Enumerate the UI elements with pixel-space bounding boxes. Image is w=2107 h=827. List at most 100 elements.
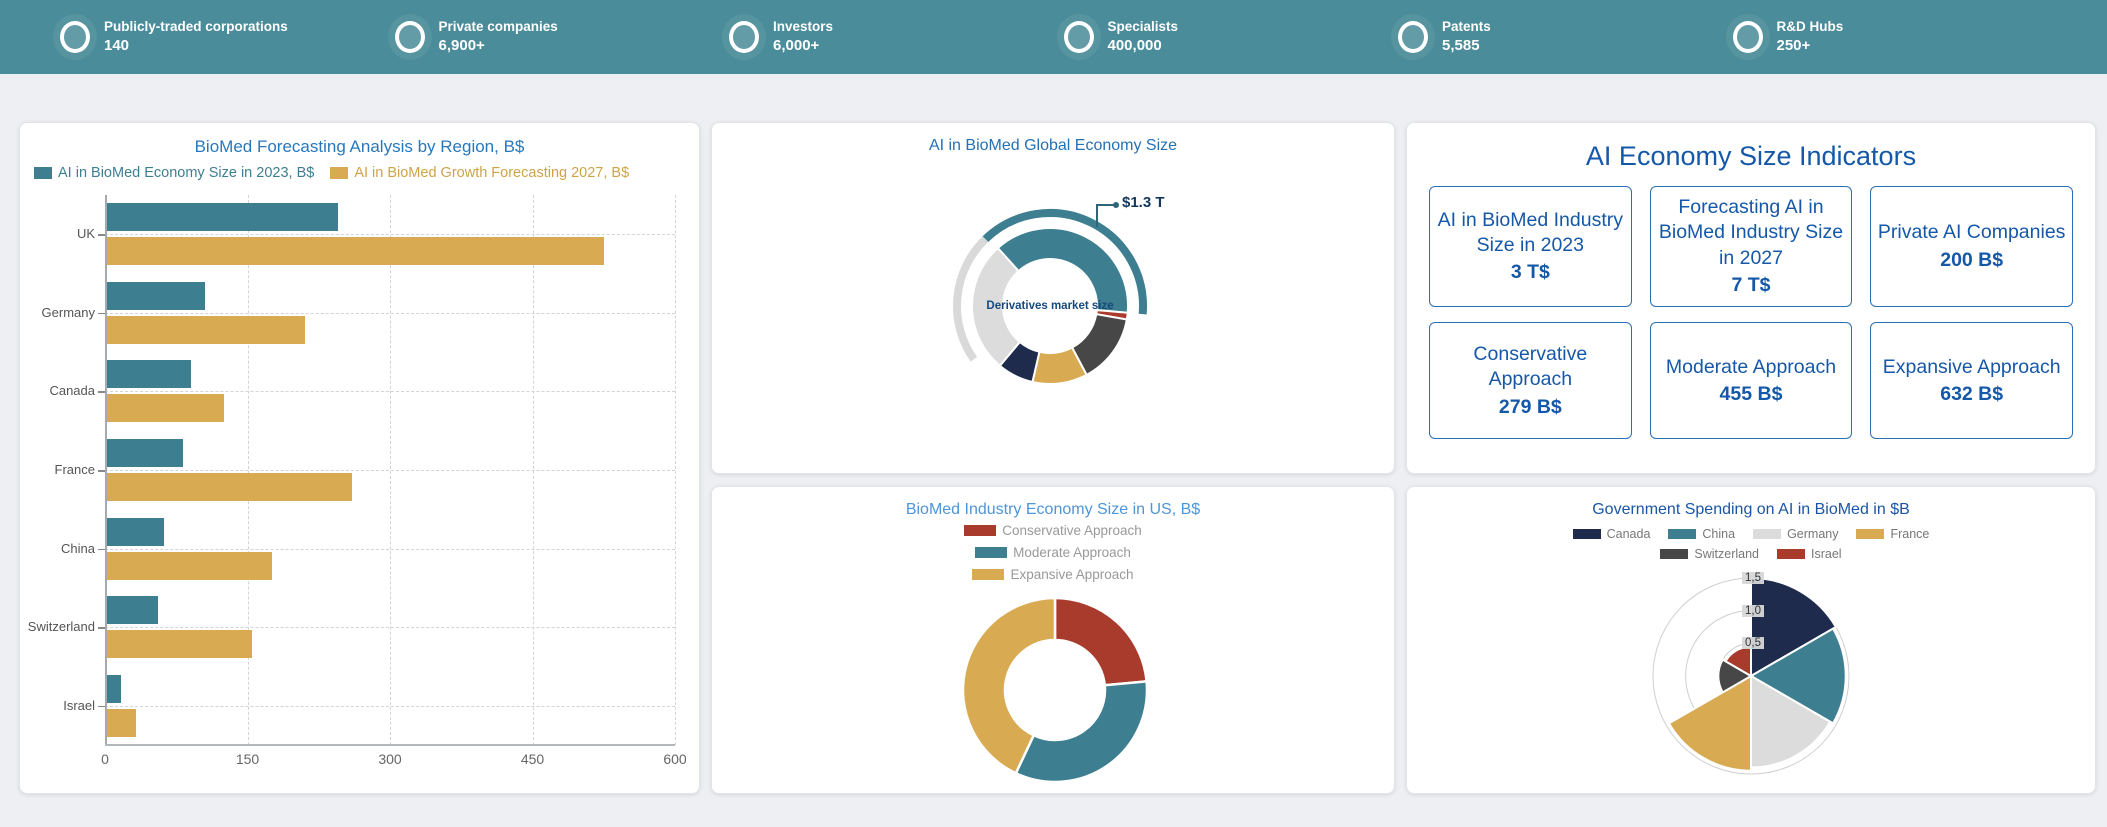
xtick: 300 — [378, 751, 402, 767]
hgrid — [105, 548, 675, 550]
hgrid — [105, 705, 675, 707]
legend-item-france[interactable]: France — [1856, 527, 1929, 541]
legend-swatch-germany — [1753, 529, 1782, 539]
indicators-grid: AI in BioMed Industry Size in 2023 3 T$ … — [1429, 186, 2073, 440]
hbar — [105, 315, 305, 344]
legend-swatch-canada — [1572, 529, 1601, 539]
hgrid — [105, 391, 675, 393]
stat-value: 400,000 — [1107, 36, 1162, 54]
xtick: 450 — [520, 751, 545, 767]
us-economy-donut-chart — [961, 596, 1149, 784]
hbar — [105, 596, 159, 625]
xtick: 150 — [235, 751, 260, 767]
radial-tick-1-5: 1,5 — [1742, 572, 1764, 584]
card-label: Forecasting AI in BioMed Industry Size i… — [1658, 196, 1844, 269]
hbar — [105, 281, 205, 310]
circle-icon — [1398, 21, 1428, 53]
circle-icon — [394, 21, 425, 53]
panel-us-economy: BioMed Industry Economy Size in US, B$ C… — [711, 486, 1395, 794]
hbar — [105, 394, 224, 423]
indicator-card-moderate: Moderate Approach 455 B$ — [1649, 322, 1853, 440]
legend-swatch-moderate — [975, 547, 1008, 558]
bar-chart-legend: AI in BioMed Economy Size in 2023, B$ AI… — [20, 157, 699, 181]
hbar — [105, 237, 604, 266]
stat-private-companies: Private companies 6,900+ — [394, 18, 730, 56]
indicator-card-private-ai: Private AI Companies 200 B$ — [1870, 186, 2073, 308]
hgrid — [105, 234, 675, 236]
legend-item-moderate[interactable]: Moderate Approach — [975, 545, 1131, 560]
circle-icon — [729, 21, 759, 53]
card-value: 3 T$ — [1510, 261, 1550, 284]
legend-item-canada[interactable]: Canada — [1572, 527, 1651, 541]
legend-label-china: China — [1702, 527, 1736, 541]
hgrid — [105, 627, 675, 629]
cat-dash — [98, 470, 105, 472]
panel-bar-chart: BioMed Forecasting Analysis by Region, B… — [19, 122, 700, 794]
legend-item-china[interactable]: China — [1668, 527, 1735, 541]
rose-legend-row-1: Canada China Germany France — [1572, 527, 1929, 541]
axis-x — [105, 744, 675, 746]
legend-item-switzerland[interactable]: Switzerland — [1660, 547, 1759, 561]
card-value: 200 B$ — [1940, 248, 2004, 271]
cat-dash — [98, 234, 105, 236]
hbar — [105, 473, 352, 501]
hbar — [105, 517, 164, 546]
legend-label-expansive: Expansive Approach — [1010, 567, 1134, 582]
cat: Switzerland — [27, 619, 95, 635]
hbar — [105, 360, 191, 389]
top-stats-bar: Publicly-traded corporations 140 Private… — [0, 0, 2107, 74]
cat: Israel — [63, 697, 95, 713]
circle-icon — [1063, 21, 1094, 53]
hbar — [105, 674, 122, 703]
stat-label: Specialists — [1107, 18, 1179, 34]
hgrid — [105, 312, 675, 314]
us-donut-title: BioMed Industry Economy Size in US, B$ — [905, 501, 1201, 518]
indicator-card-expansive: Expansive Approach 632 B$ — [1870, 322, 2073, 440]
circle-icon — [1732, 21, 1763, 53]
legend-item-germany[interactable]: Germany — [1753, 527, 1838, 541]
card-value: 279 B$ — [1498, 395, 1562, 418]
stat-value: 6,000+ — [773, 36, 820, 54]
legend-item-israel[interactable]: Israel — [1777, 547, 1842, 561]
legend-item-2023[interactable]: AI in BioMed Economy Size in 2023, B$ — [34, 165, 314, 181]
stat-specialists: Specialists 400,000 — [1063, 18, 1399, 56]
hbar — [105, 203, 338, 232]
global-donut-title: AI in BioMed Global Economy Size — [928, 137, 1178, 154]
card-label: Private AI Companies — [1877, 221, 2066, 244]
global-economy-donut-chart — [953, 202, 1147, 385]
legend-swatch-china — [1668, 529, 1697, 539]
rose-chart-title: Government Spending on AI in BioMed in $… — [1592, 501, 1910, 518]
card-value: 7 T$ — [1731, 274, 1771, 297]
us-donut-legend: Conservative Approach Moderate Approach … — [712, 523, 1394, 582]
indicators-title: AI Economy Size Indicators — [1585, 141, 1917, 171]
legend-label-canada: Canada — [1606, 527, 1651, 541]
hbar — [105, 439, 183, 467]
legend-item-conservative[interactable]: Conservative Approach — [964, 523, 1142, 538]
card-value: 455 B$ — [1719, 382, 1783, 405]
circle-icon — [60, 21, 90, 53]
radial-tick-0-5: 0,5 — [1742, 637, 1764, 650]
legend-label-2027: AI in BioMed Growth Forecasting 2027, B$ — [354, 165, 630, 181]
card-label: Expansive Approach — [1882, 355, 2061, 378]
stat-rd-hubs: R&D Hubs 250+ — [1732, 18, 2068, 56]
legend-swatch-switzerland — [1660, 549, 1689, 559]
legend-label-switzerland: Switzerland — [1694, 547, 1760, 561]
cat-dash — [98, 312, 105, 315]
rose-chart-legend: Canada China Germany France — [1407, 527, 2095, 561]
cat: China — [61, 540, 95, 556]
indicator-card-conservative: Conservative Approach 279 B$ — [1429, 322, 1632, 440]
hbar — [105, 551, 273, 580]
stat-label: Investors — [773, 18, 834, 34]
legend-item-2027[interactable]: AI in BioMed Growth Forecasting 2027, B$ — [330, 165, 629, 181]
xtick: 600 — [663, 751, 687, 767]
rose-legend-row-2: Switzerland Israel — [1660, 547, 1842, 561]
dashboard-grid: BioMed Forecasting Analysis by Region, B… — [0, 74, 2107, 794]
cat: Germany — [41, 304, 95, 320]
gov-spending-rose-chart — [1652, 576, 1850, 775]
legend-label-moderate: Moderate Approach — [1013, 545, 1131, 560]
middle-column: AI in BioMed Global Economy Size $1.3 T … — [711, 122, 1395, 794]
donut-center-label: Derivatives market size — [986, 300, 1114, 312]
stat-label: R&D Hubs — [1776, 18, 1844, 34]
legend-label-france: France — [1890, 527, 1930, 541]
legend-item-expansive[interactable]: Expansive Approach — [972, 567, 1134, 582]
